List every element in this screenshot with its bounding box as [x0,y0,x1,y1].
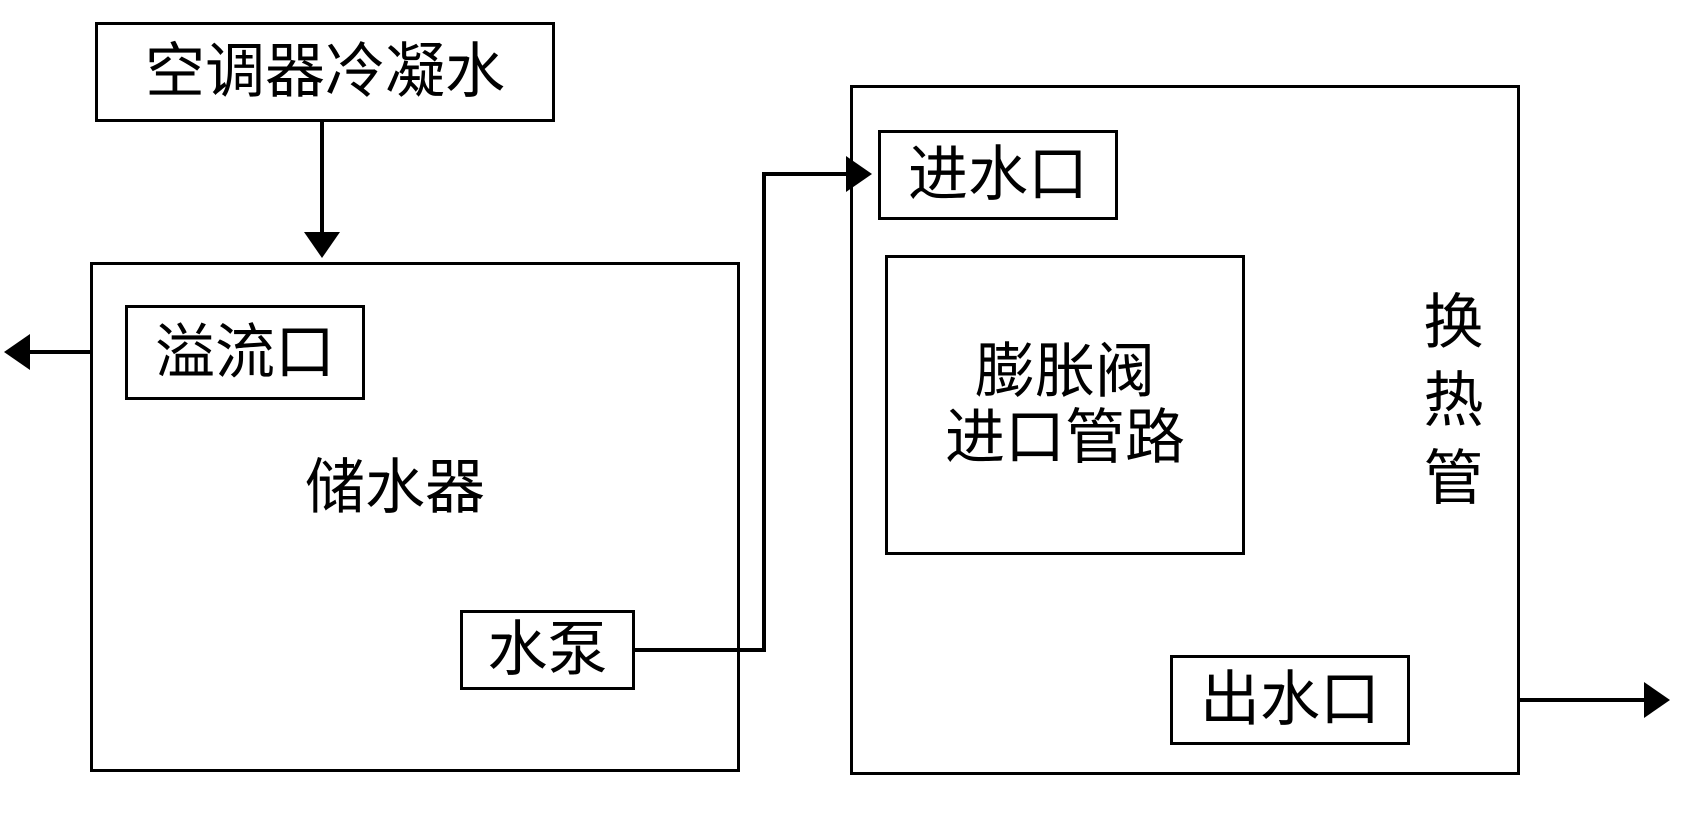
inlet-box: 进水口 [878,130,1118,220]
condensate-box: 空调器冷凝水 [95,22,555,122]
arrow-pump-inlet-seg1 [635,648,765,652]
inlet-label: 进水口 [908,142,1088,208]
arrow-condensate-reservoir-line [320,122,324,240]
expansion-label: 膨胀阀 进口管路 [945,339,1185,471]
arrow-condensate-reservoir-head [304,232,340,258]
arrow-pump-inlet-head [846,156,872,192]
outlet-label: 出水口 [1200,667,1380,733]
arrow-overflow-out-line [26,350,90,354]
exchanger-label: 换热管 [1415,290,1481,524]
expansion-box: 膨胀阀 进口管路 [885,255,1245,555]
overflow-box: 溢流口 [125,305,365,400]
reservoir-label: 储水器 [305,455,485,521]
pump-box: 水泵 [460,610,635,690]
arrow-outlet-out-head [1644,682,1670,718]
arrow-pump-inlet-seg2 [762,172,766,652]
outlet-box: 出水口 [1170,655,1410,745]
arrow-outlet-out-line [1520,698,1650,702]
arrow-overflow-out-head [4,334,30,370]
overflow-label: 溢流口 [155,320,335,386]
condensate-label: 空调器冷凝水 [145,39,505,105]
arrow-pump-inlet-seg3 [762,172,854,176]
pump-label: 水泵 [488,617,608,683]
